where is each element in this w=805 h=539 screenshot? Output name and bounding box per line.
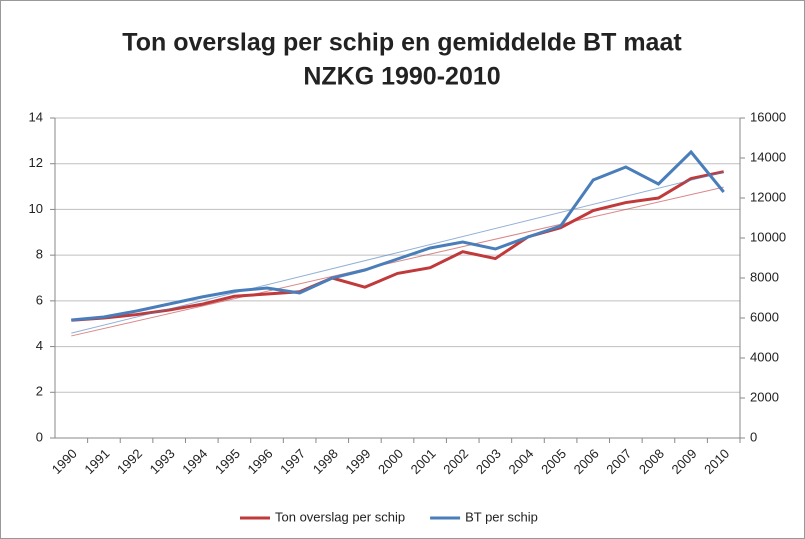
trendline	[71, 186, 724, 337]
series-line	[71, 170, 724, 322]
y-tick-label: 0	[36, 429, 43, 444]
y-tick-label: 8	[36, 247, 43, 262]
legend-label: BT per schip	[465, 509, 538, 524]
y2-tick-label: 6000	[750, 309, 779, 324]
y-tick-label: 4	[36, 338, 43, 353]
trendline	[71, 171, 724, 334]
y2-tick-label: 2000	[750, 389, 779, 404]
y2-tick-label: 14000	[750, 149, 786, 164]
y-tick-label: 6	[36, 292, 43, 307]
y2-tick-label: 8000	[750, 269, 779, 284]
chart-title: NZKG 1990-2010	[303, 63, 500, 91]
y2-tick-label: 10000	[750, 229, 786, 244]
y2-tick-label: 12000	[750, 189, 786, 204]
y2-tick-label: 4000	[750, 349, 779, 364]
y-tick-label: 14	[29, 109, 43, 124]
legend-label: Ton overslag per schip	[275, 509, 405, 524]
series-line	[71, 149, 725, 322]
y2-tick-label: 0	[750, 429, 757, 444]
y2-tick-label: 16000	[750, 109, 786, 124]
chart-title: Ton overslag per schip en gemiddelde BT …	[122, 29, 682, 57]
y-tick-label: 12	[29, 155, 43, 170]
y-tick-label: 2	[36, 384, 43, 399]
y-tick-label: 10	[29, 201, 43, 216]
